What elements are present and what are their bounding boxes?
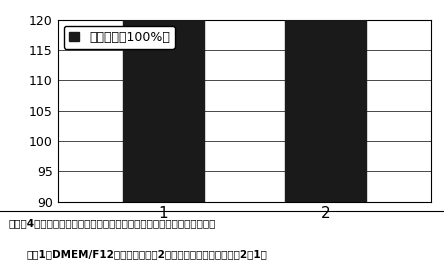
Bar bbox=[123, 0, 204, 202]
Text: 实施入4：麦冬多糖与白术多糖组合物对脖带间充质干细胞增殖的促进作用: 实施入4：麦冬多糖与白术多糖组合物对脖带间充质干细胞增殖的促进作用 bbox=[9, 218, 216, 228]
Text: 注：1：DMEM/F12培养基对照组；2：麦冬多糖与白术多糖组（2：1）: 注：1：DMEM/F12培养基对照组；2：麦冬多糖与白术多糖组（2：1） bbox=[27, 249, 268, 259]
Bar bbox=[285, 0, 366, 202]
Legend: 细胞活性（100%）: 细胞活性（100%） bbox=[64, 26, 175, 49]
